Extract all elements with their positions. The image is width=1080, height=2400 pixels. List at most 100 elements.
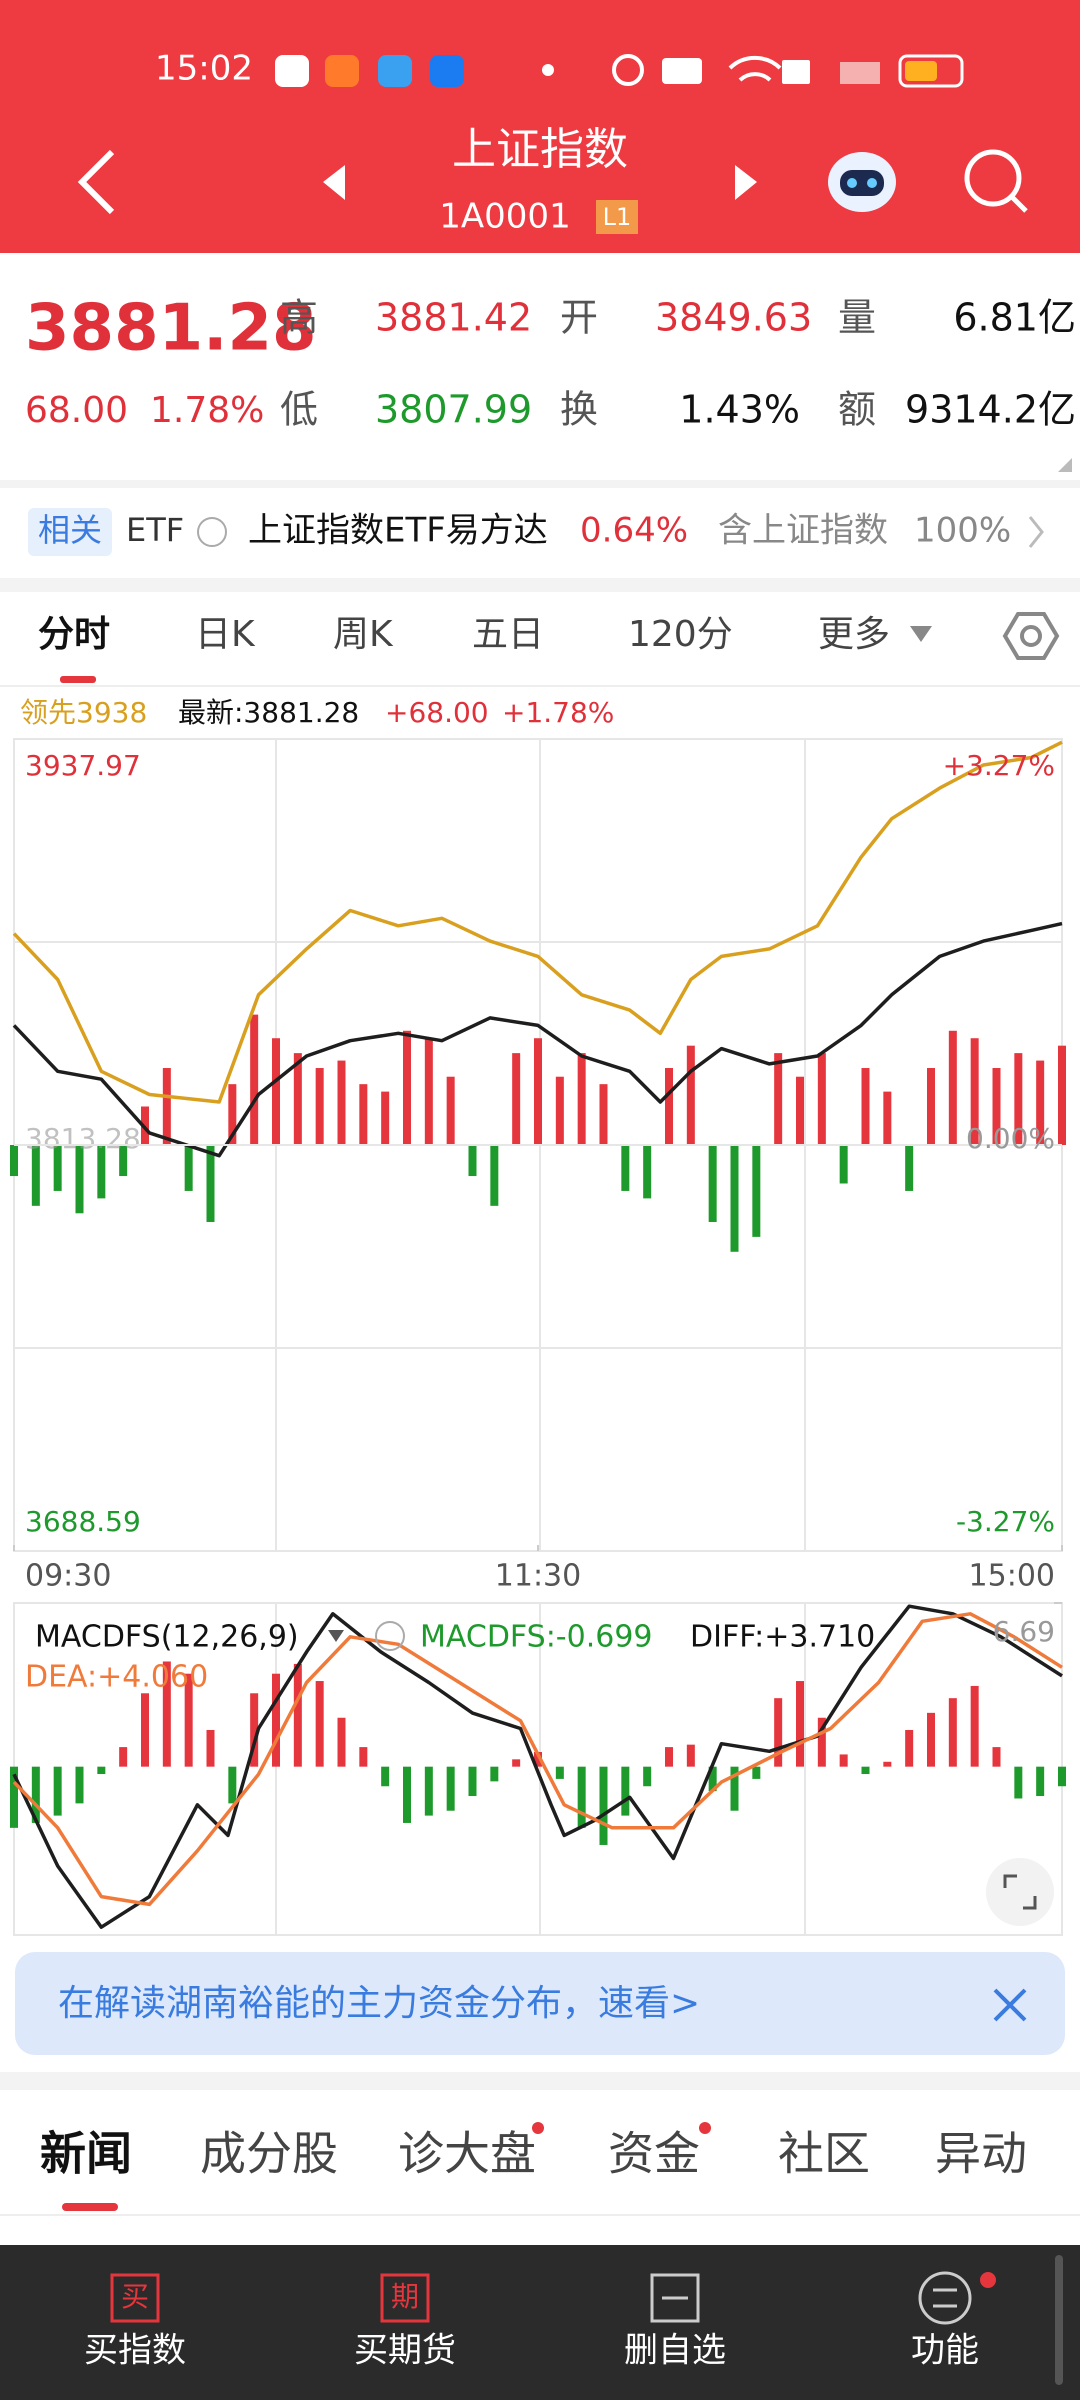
nav-icon: 期 xyxy=(391,2280,419,2313)
bar xyxy=(53,1145,62,1191)
macd-help[interactable] xyxy=(375,1621,405,1651)
field-value: 3807.99 xyxy=(375,388,532,432)
corner-mark xyxy=(1058,458,1072,472)
news-tab[interactable]: 新闻 xyxy=(40,2127,132,2181)
bar xyxy=(1058,1766,1066,1787)
bar xyxy=(512,1053,521,1145)
bar xyxy=(424,1766,433,1816)
bar xyxy=(446,1766,455,1811)
expand-button[interactable] xyxy=(986,1858,1054,1926)
etf-tag: 相关 xyxy=(38,511,102,549)
bar xyxy=(75,1766,84,1804)
nav-label[interactable]: 买期货 xyxy=(354,2331,456,2371)
bar xyxy=(752,1145,761,1237)
bar xyxy=(1014,1766,1023,1799)
banner-close[interactable] xyxy=(993,1988,1027,2022)
bar xyxy=(643,1766,652,1787)
news-tab[interactable]: 异动 xyxy=(935,2127,1027,2181)
bar xyxy=(206,1145,215,1222)
bar xyxy=(817,1717,826,1767)
bar xyxy=(839,1145,848,1184)
y-tick-label: 3937.97 xyxy=(25,749,141,782)
chart-tab[interactable]: 120分 xyxy=(628,614,733,655)
bar xyxy=(534,1751,542,1767)
line xyxy=(12,921,1063,1158)
macd-dropdown[interactable] xyxy=(328,1630,344,1642)
bar xyxy=(315,1681,324,1767)
nav-icon: 买 xyxy=(121,2280,149,2313)
next-button[interactable] xyxy=(735,165,757,200)
bar xyxy=(621,1766,630,1816)
bar xyxy=(861,1766,870,1775)
bar xyxy=(315,1068,324,1145)
chart-tab[interactable]: 五日 xyxy=(472,614,544,655)
bar xyxy=(162,1068,171,1145)
y-tick-label: 3813.28 xyxy=(25,1122,141,1155)
more-arrow xyxy=(910,626,932,642)
nav-label[interactable]: 删自选 xyxy=(624,2331,726,2371)
tab-underline xyxy=(60,676,96,683)
bar xyxy=(839,1754,848,1767)
field-value: 3849.63 xyxy=(655,296,812,340)
bar xyxy=(948,1030,957,1145)
x-tick-label: 15:00 xyxy=(969,1559,1055,1594)
back-button[interactable] xyxy=(77,149,115,215)
bar xyxy=(927,1068,935,1145)
y2-tick-label: 0.00% xyxy=(966,1122,1055,1155)
bar xyxy=(490,1766,499,1782)
news-tab[interactable]: 社区 xyxy=(778,2127,870,2181)
bar xyxy=(970,1038,979,1145)
bar xyxy=(817,1053,826,1145)
bar xyxy=(53,1766,62,1816)
macd-label: DEA:+4.060 xyxy=(25,1660,208,1695)
settings-button[interactable] xyxy=(1002,612,1060,660)
change: 68.00 xyxy=(25,390,128,431)
status-time: 15:02 xyxy=(155,49,253,89)
banner-text[interactable]: 在解读湖南裕能的主力资金分布，速看> xyxy=(58,1983,700,2024)
x-tick-label: 09:30 xyxy=(25,1559,111,1594)
bar xyxy=(861,1068,870,1145)
bar xyxy=(31,1766,40,1823)
nav-label[interactable]: 功能 xyxy=(911,2331,979,2371)
banner-bg[interactable] xyxy=(15,1952,1065,2055)
bar xyxy=(250,1693,259,1767)
chart-tab[interactable]: 分时 xyxy=(38,614,110,655)
bar xyxy=(293,1053,302,1145)
etf-row[interactable]: 相关 ETF 上证指数ETF易方达 0.64% 含上证指数 100% xyxy=(28,508,1044,556)
robot-button[interactable] xyxy=(828,152,896,212)
nav-label[interactable]: 买指数 xyxy=(84,2331,186,2371)
line xyxy=(12,1612,1063,1907)
news-tab[interactable]: 诊大盘 xyxy=(398,2127,536,2181)
bar xyxy=(228,1766,237,1804)
x-tick-label: 11:30 xyxy=(495,1559,581,1594)
field-label: 量 xyxy=(838,296,876,340)
search-button[interactable] xyxy=(964,149,1028,213)
bar xyxy=(577,1766,586,1828)
legend-item: +1.78% xyxy=(502,696,614,729)
chart-tab[interactable]: 日K xyxy=(195,614,256,655)
bar xyxy=(31,1145,40,1206)
badge-bg xyxy=(596,200,638,234)
bar xyxy=(228,1084,237,1145)
bar xyxy=(643,1145,652,1199)
bar xyxy=(534,1038,542,1145)
bar xyxy=(774,1053,783,1145)
prev-button[interactable] xyxy=(323,165,345,200)
news-tab[interactable]: 资金 xyxy=(608,2127,700,2181)
red-dot xyxy=(980,2272,996,2288)
bar xyxy=(1014,1053,1023,1145)
etf-type: ETF xyxy=(126,511,184,549)
legend-item: +68.00 xyxy=(385,696,489,729)
bar xyxy=(206,1729,215,1767)
bar xyxy=(730,1145,739,1252)
news-tab[interactable]: 成分股 xyxy=(200,2127,338,2181)
etf-name: 上证指数ETF易方达 xyxy=(248,511,548,551)
bar xyxy=(992,1068,1001,1145)
bar xyxy=(184,1145,193,1191)
status-icons xyxy=(275,54,964,88)
bar xyxy=(948,1698,957,1767)
chart-tab[interactable]: 更多 xyxy=(818,614,890,655)
chart-tab[interactable]: 周K xyxy=(333,614,394,655)
red-dot xyxy=(699,2122,711,2134)
y-tick-label: 6.69 xyxy=(993,1615,1055,1648)
